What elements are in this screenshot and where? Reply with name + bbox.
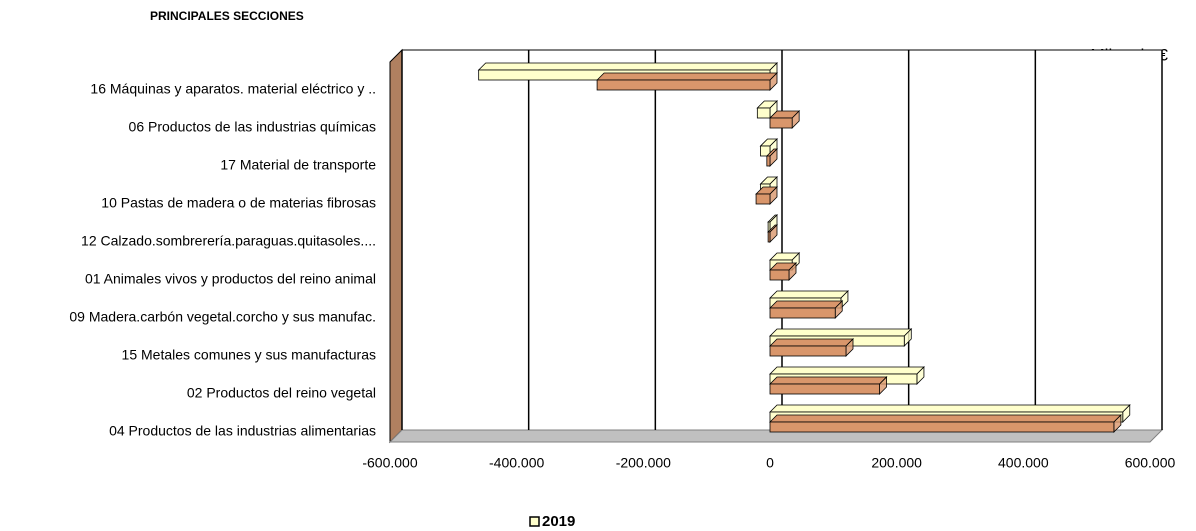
y-tick-label: 17 Material de transporte xyxy=(220,157,376,173)
bar xyxy=(596,79,771,91)
legend-label: 2019 xyxy=(542,513,575,530)
bar-top xyxy=(769,338,854,347)
y-tick-label: 04 Productos de las industrias alimentar… xyxy=(109,423,376,439)
y-tick-label: 02 Productos del reino vegetal xyxy=(187,385,376,401)
y-tick-label: 12 Calzado.sombrerería.paraguas.quitasol… xyxy=(81,233,376,249)
bar-top xyxy=(769,366,925,375)
x-tick-label: -400.000 xyxy=(489,455,544,471)
bar xyxy=(760,145,771,157)
bar xyxy=(769,269,790,281)
bar-top xyxy=(477,62,778,71)
left-wall xyxy=(389,48,403,444)
bar-top xyxy=(769,328,913,337)
y-tick-label: 06 Productos de las industrias químicas xyxy=(129,119,376,135)
bar xyxy=(769,345,847,357)
y-tick-label: 01 Animales vivos y productos del reino … xyxy=(85,271,376,287)
bar xyxy=(769,117,793,129)
bar xyxy=(767,231,771,243)
y-tick-label: 09 Madera.carbón vegetal.corcho y sus ma… xyxy=(69,309,376,325)
y-tick-label: 16 Máquinas y aparatos. material eléctri… xyxy=(90,81,376,97)
x-tick-label: -200.000 xyxy=(616,455,671,471)
bar xyxy=(769,383,880,395)
bar-top xyxy=(769,376,888,385)
y-tick-label: 15 Metales comunes y sus manufacturas xyxy=(122,347,376,363)
x-tick-label: -600.000 xyxy=(362,455,417,471)
bar-top xyxy=(769,300,844,309)
x-tick-label: 0 xyxy=(766,455,774,471)
chart-title: PRINCIPALES SECCIONES xyxy=(150,9,304,23)
bar-top xyxy=(769,414,1122,423)
bar-top xyxy=(769,290,849,299)
bar xyxy=(766,155,771,167)
bar-top xyxy=(596,72,778,81)
bar xyxy=(755,193,771,205)
x-tick-label: 400.000 xyxy=(998,455,1049,471)
x-tick-label: 600.000 xyxy=(1125,455,1176,471)
bar xyxy=(756,107,771,119)
y-tick-label: 10 Pastas de madera o de materias fibros… xyxy=(101,195,376,211)
bar xyxy=(769,307,836,319)
x-tick-label: 200.000 xyxy=(871,455,922,471)
legend-swatch xyxy=(529,516,540,527)
bar xyxy=(769,421,1115,433)
bar-top xyxy=(769,404,1131,413)
